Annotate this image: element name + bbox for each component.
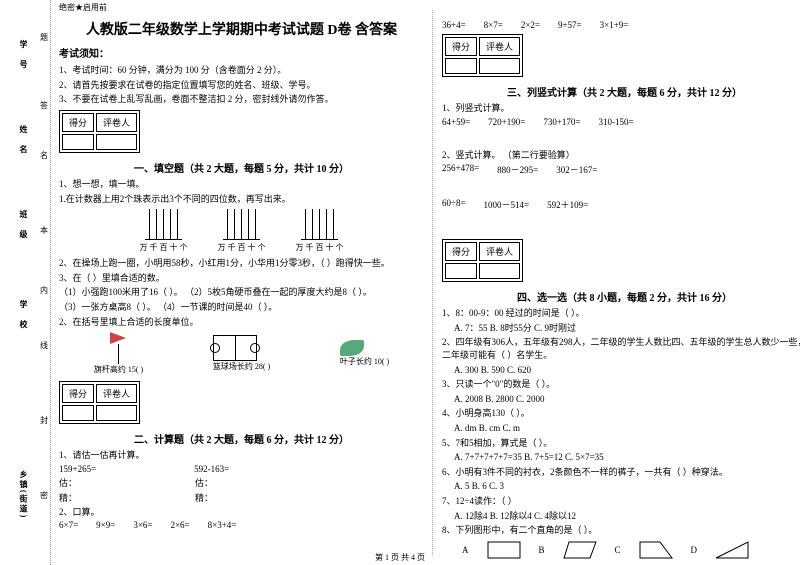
q1-1a: 1.在计数器上用2个珠表示出3个不同的四位数，再写出来。 <box>59 193 424 206</box>
q1-4: 2、在括号里填上合适的长度单位。 <box>59 316 424 329</box>
scorebox-1: 得分评卷人 <box>59 110 140 153</box>
margin-xuexiao: 学校 <box>18 300 29 340</box>
q4-2: 2、四年级有306人，五年级有298人，二年级的学生人数比四、五年级的学生总人数… <box>442 336 800 361</box>
margin-xiangzhen: 乡镇(街道) <box>18 470 29 519</box>
section-4-title: 四、选一选（共 8 小题，每题 2 分，共计 16 分） <box>442 289 800 304</box>
notice-2: 2、请首先按要求在试卷的指定位置填写您的姓名、班级、学号。 <box>59 79 424 92</box>
q2-2: 2、口算。 <box>59 506 424 519</box>
q1-3: 3、在（ ）里填合适的数。 <box>59 272 424 285</box>
q4-8: 8、下列图形中，有二个直角的是（ ）。 <box>442 524 800 537</box>
margin-xuehao: 学号 <box>18 40 29 80</box>
q4-1o: A. 7：55 B. 8时55分 C. 9时刚过 <box>442 322 800 335</box>
q3-1: 1、列竖式计算。 <box>442 102 800 115</box>
q4-6: 6、小明有3件不同的衬衣，2条颜色不一样的裤子，一共有（ ）种穿法。 <box>442 466 800 479</box>
q4-6o: A. 5 B. 6 C. 3 <box>442 480 800 493</box>
q4-4o: A. dm B. cm C. m <box>442 422 800 435</box>
scorebox-2: 得分评卷人 <box>59 381 140 424</box>
q1-3a: （1）小强跑100米用了16（ ）。 （2）5枚5角硬币叠在一起的厚度大约是8（… <box>59 286 424 299</box>
q4-3: 3、只读一个"0"的数是（ ）。 <box>442 378 800 391</box>
q1-3b: （3）一张方桌高8（ ）。 （4）一节课的时间是40（ ）。 <box>59 301 424 314</box>
q4-1: 1、8：00-9：00 经过的时间是（ ）。 <box>442 307 800 320</box>
court-icon: 篮球场长约 28( ) <box>213 335 270 372</box>
q2-1: 1、请估一估再计算。 <box>59 449 424 462</box>
q4-7o: A. 12除4 B. 12除以4 C. 4除以12 <box>442 510 800 523</box>
section-3-title: 三、列竖式计算（共 2 大题，每题 6 分，共计 12 分） <box>442 84 800 99</box>
q1-2: 2、在操场上跑一圈，小明用58秒，小红用1分，小华用1分零3秒，（ ）跑得快一些… <box>59 257 424 270</box>
q4-7: 7、12÷4读作：（ ） <box>442 495 800 508</box>
q4-5o: A. 7+7+7+7+7=35 B. 7+5=12 C. 5×7=35 <box>442 451 800 464</box>
q4-4: 4、小明身高130（ ）。 <box>442 407 800 420</box>
section-2-title: 二、计算题（共 2 大题，每题 6 分，共计 12 分） <box>59 431 424 446</box>
notice-3: 3、不要在试卷上乱写乱画，卷面不整洁扣 2 分，密封线外请勿作答。 <box>59 93 424 106</box>
margin-banji: 班级 <box>18 210 29 250</box>
leaf-icon: 叶子长约 10( ) <box>340 340 389 367</box>
q1-1: 1、想一想，填一填。 <box>59 178 424 191</box>
image-row: 旗杆高约 15( ) 篮球场长约 28( ) 叶子长约 10( ) <box>59 332 424 375</box>
q4-5: 5、7和5相加，算式是（ ）。 <box>442 437 800 450</box>
q4-3o: A. 2008 B. 2800 C. 2000 <box>442 393 800 406</box>
binding-margin: 学号 姓名 班级 学校 乡镇(街道) 题 答 名 本 内 线 封 密 <box>0 0 51 565</box>
left-column: 绝密★启用前 人教版二年级数学上学期期中考试试题 D卷 含答案 考试须知： 1、… <box>51 0 432 565</box>
margin-xingming: 姓名 <box>18 125 29 165</box>
flag-icon: 旗杆高约 15( ) <box>94 332 143 375</box>
q3-2: 2、竖式计算。 （第二行要验算） <box>442 149 800 162</box>
q4-2o: A. 300 B. 590 C. 620 <box>442 364 800 377</box>
secret-label: 绝密★启用前 <box>59 2 424 13</box>
notice-title: 考试须知： <box>59 45 424 60</box>
top-eq-row: 36+4=8×7=2×2=9+57=3×1+9= <box>442 20 800 30</box>
right-column: 36+4=8×7=2×2=9+57=3×1+9= 得分评卷人 三、列竖式计算（共… <box>434 0 800 565</box>
exam-title: 人教版二年级数学上学期期中考试试题 D卷 含答案 <box>59 19 424 39</box>
q2-eq-row: 6×7=9×9=3×6=2×6=8×3+4= <box>59 520 424 530</box>
page-footer: 第 1 页 共 4 页 <box>0 552 800 563</box>
scorebox-4: 得分评卷人 <box>442 239 523 282</box>
notice-1: 1、考试时间：60 分钟，满分为 100 分（含卷面分 2 分）。 <box>59 64 424 77</box>
abacus-row: 万 千 百 十 个 万 千 百 十 个 万 千 百 十 个 <box>59 209 424 253</box>
section-1-title: 一、填空题（共 2 大题，每题 5 分，共计 10 分） <box>59 160 424 175</box>
scorebox-3: 得分评卷人 <box>442 34 523 77</box>
